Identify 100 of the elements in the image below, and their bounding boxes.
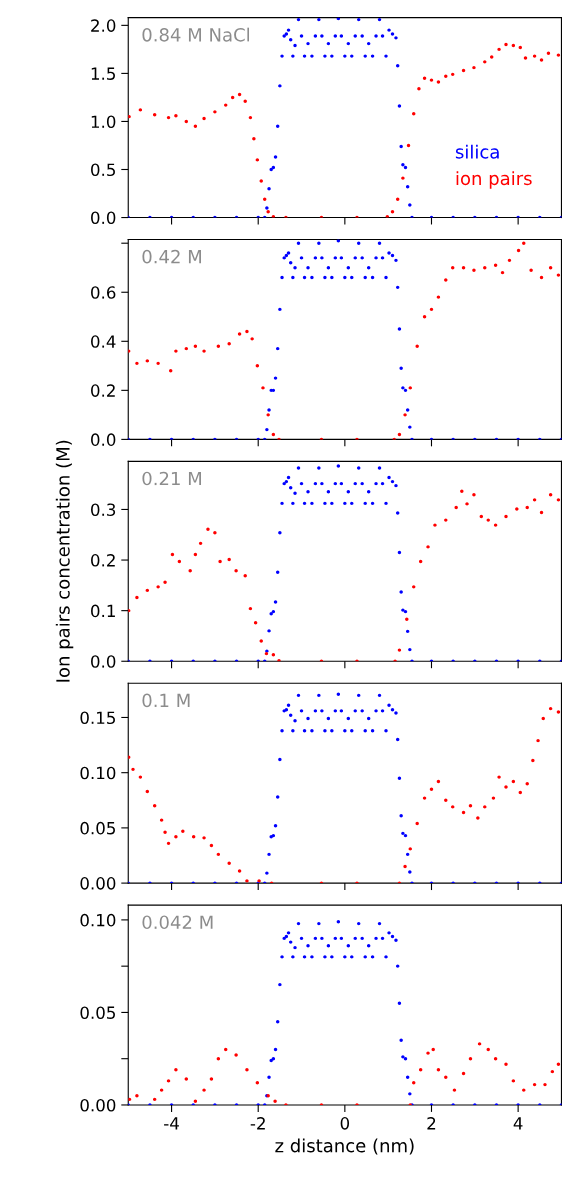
point [174,835,178,839]
point [224,1047,228,1052]
point [198,541,203,546]
point [255,158,260,162]
point [461,810,466,815]
point [166,841,171,846]
point [461,68,466,73]
point [504,1062,508,1066]
y-tick-label: 0.05 [80,821,115,835]
point [159,818,164,822]
point [539,510,544,515]
point [429,307,434,312]
point [541,716,545,721]
point [252,137,256,141]
point [515,507,519,511]
y-tick-label: 0.0 [91,655,116,668]
x-tick-label: 0 [340,1117,350,1130]
point [468,804,473,808]
point [511,43,516,48]
point [209,843,214,848]
point [556,1062,561,1066]
x-tick-label: 4 [513,1117,523,1130]
point [135,361,139,366]
point [454,505,458,510]
y-tick-label: 0.0 [91,211,116,225]
point [174,113,178,118]
point [472,268,476,272]
point [245,1068,249,1072]
point [145,359,150,363]
y-tick-label: 0.10 [80,766,116,780]
point [248,606,253,611]
point [261,386,265,390]
point [202,349,206,353]
point [436,779,441,784]
y-tick-label: 0.2 [91,384,115,397]
text: silica [455,144,499,159]
point [451,72,455,77]
point [548,266,553,270]
point [156,361,160,366]
point [452,1088,457,1092]
point [529,268,533,272]
point [408,386,412,390]
point [493,523,498,527]
point [426,1051,430,1055]
point [355,881,359,884]
point [518,45,522,50]
point [145,789,150,794]
x-axis-title: z distance (nm) [275,1138,414,1155]
point [202,1088,206,1092]
point [184,346,188,351]
point [406,143,411,148]
point [479,514,484,519]
point [468,1057,473,1061]
point [159,1088,164,1092]
point [202,836,206,840]
point [412,585,416,589]
point [444,518,448,522]
y-tick-label: 2.0 [91,19,116,32]
point [135,1094,139,1098]
text: ion pairs [456,171,532,189]
y-tick-label: 0.15 [80,711,115,725]
point [237,92,242,97]
point [422,76,427,80]
point [451,805,455,809]
point [548,493,553,497]
point [436,295,441,299]
y-tick-label: 0.00 [80,1098,116,1112]
point [390,210,395,214]
point [546,51,551,55]
point [472,493,476,497]
point [497,775,501,779]
point [532,498,537,502]
point [227,557,231,562]
point [184,1077,188,1081]
point [539,275,544,280]
point [500,270,505,275]
point [408,847,412,851]
point [433,523,437,527]
chart-title: 0.1 M [142,693,190,708]
y-tick-label: 0.2 [91,554,115,567]
point [532,1082,537,1087]
point [213,531,217,535]
y-tick-label: 0.10 [80,913,116,927]
point [556,498,561,502]
chart-title: 0.21 M [142,471,201,486]
point [245,879,249,883]
point [224,103,228,107]
point [531,758,535,763]
point [401,176,405,180]
point [556,53,561,57]
point [397,432,402,437]
x-tick-label: -2 [250,1117,265,1130]
point [476,816,480,820]
point [206,527,210,531]
point [511,1079,516,1083]
point [418,559,423,564]
point [170,552,175,557]
point [273,1099,277,1103]
point [461,1071,466,1076]
point [174,1068,178,1072]
